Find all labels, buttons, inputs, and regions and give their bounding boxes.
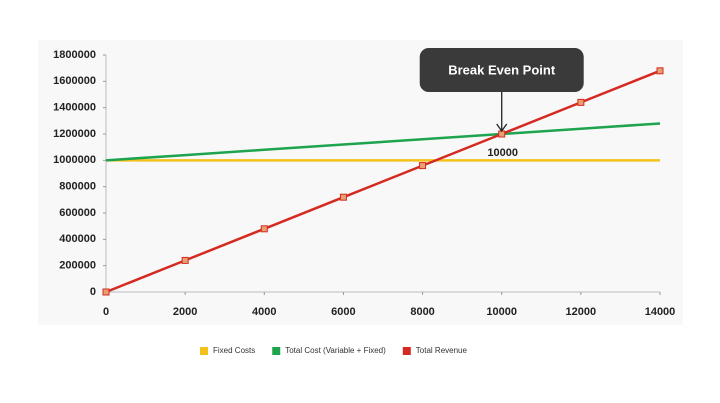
series-line: [105, 69, 661, 294]
point-marker: [577, 98, 585, 106]
x-tick-label: 4000: [252, 306, 276, 318]
point-marker: [102, 288, 110, 296]
legend-swatch: [402, 347, 411, 355]
y-tick-label: 0: [90, 286, 96, 298]
legend-label: Total Revenue: [416, 346, 468, 355]
y-tick-label: 1000000: [53, 154, 96, 166]
point-marker: [656, 67, 664, 75]
legend-label: Fixed Costs: [213, 346, 255, 355]
legend-swatch: [272, 347, 281, 355]
y-tick-label: 1800000: [53, 49, 96, 61]
y-tick-label: 1400000: [53, 102, 96, 114]
point-label: 10000: [487, 147, 518, 159]
legend-swatch: [200, 347, 208, 355]
y-tick-label: 200000: [59, 260, 96, 272]
x-tick-label: 6000: [331, 306, 355, 318]
point-marker: [339, 193, 347, 201]
callout-arrowhead: [496, 123, 508, 133]
y-tick-label: 800000: [59, 181, 96, 193]
x-tick-label: 14000: [645, 306, 676, 318]
point-marker: [419, 162, 427, 170]
point-marker: [260, 225, 268, 233]
x-tick-label: 10000: [486, 306, 517, 318]
y-tick-label: 1600000: [53, 75, 96, 87]
series-line: [105, 122, 661, 162]
y-tick-label: 1200000: [53, 128, 96, 140]
x-tick-label: 0: [103, 306, 109, 318]
legend-label: Total Cost (Variable + Fixed): [285, 346, 386, 355]
x-tick-label: 8000: [410, 306, 434, 318]
y-tick-label: 400000: [59, 233, 96, 245]
point-marker: [181, 256, 189, 264]
callout-box: [419, 48, 584, 92]
plot-background: [38, 40, 683, 325]
callout-text: Break Even Point: [448, 62, 556, 77]
x-tick-label: 2000: [173, 306, 197, 318]
y-tick-label: 600000: [59, 207, 96, 219]
x-tick-label: 12000: [566, 306, 597, 318]
